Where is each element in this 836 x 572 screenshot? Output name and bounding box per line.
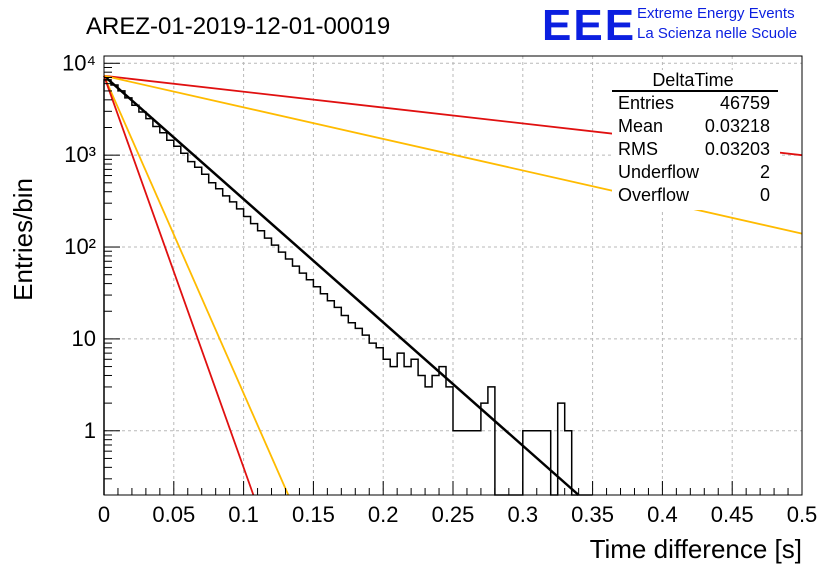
y-tick-label: 1 [84, 418, 96, 443]
stats-label-rms: RMS [618, 139, 658, 159]
stats-title: DeltaTime [652, 70, 733, 90]
stats-value-overflow: 0 [760, 185, 770, 205]
eee-logo: EEE Extreme Energy Events La Scienza nel… [542, 1, 797, 50]
histogram [103, 79, 593, 496]
stats-label-entries: Entries [618, 93, 674, 113]
chart-title: AREZ-01-2019-12-01-00019 [86, 13, 390, 40]
x-tick-label: 0.3 [508, 502, 539, 527]
eee-logo-line2: La Scienza nelle Scuole [637, 25, 797, 42]
stats-box-background [612, 70, 780, 210]
stats-value-underflow: 2 [760, 162, 770, 182]
stats-label-overflow: Overflow [618, 185, 690, 205]
y-tick-label: 10² [64, 234, 96, 259]
y-tick-label: 10 [72, 326, 96, 351]
axes [103, 55, 803, 496]
x-tick-label: 0.25 [432, 502, 475, 527]
stats-value-rms: 0.03203 [705, 139, 770, 159]
y-tick-label: 10⁴ [62, 50, 96, 75]
x-tick-label: 0.35 [571, 502, 614, 527]
x-tick-label: 0.15 [292, 502, 335, 527]
x-tick-label: 0.1 [228, 502, 259, 527]
histogram-outline [103, 79, 593, 496]
y-tick-label: 10³ [64, 142, 96, 167]
x-axis-title: Time difference [s] [590, 534, 802, 564]
eee-logo-mark: EEE [542, 1, 636, 50]
fit-curve-0 [103, 74, 580, 496]
stats-box: DeltaTime Entries 46759 Mean 0.03218 RMS… [612, 70, 780, 210]
stats-value-entries: 46759 [720, 93, 770, 113]
fit-curve-3 [103, 75, 290, 496]
x-tick-label: 0.05 [152, 502, 195, 527]
stats-value-mean: 0.03218 [705, 116, 770, 136]
x-tick-label: 0.5 [787, 502, 818, 527]
x-tick-label: 0.4 [647, 502, 678, 527]
x-tick-label: 0 [98, 502, 110, 527]
stats-label-mean: Mean [618, 116, 663, 136]
tick-labels: 0 0.05 0.1 0.15 0.2 0.25 0.3 0.35 0.4 0.45 0.5 1 10 1… [62, 50, 817, 527]
fit-curve-4 [103, 75, 255, 496]
stats-label-underflow: Underflow [618, 162, 700, 182]
x-tick-label: 0.45 [711, 502, 754, 527]
eee-logo-line1: Extreme Energy Events [637, 5, 795, 22]
y-axis-title: Entries/bin [8, 178, 38, 301]
x-tick-label: 0.2 [368, 502, 399, 527]
